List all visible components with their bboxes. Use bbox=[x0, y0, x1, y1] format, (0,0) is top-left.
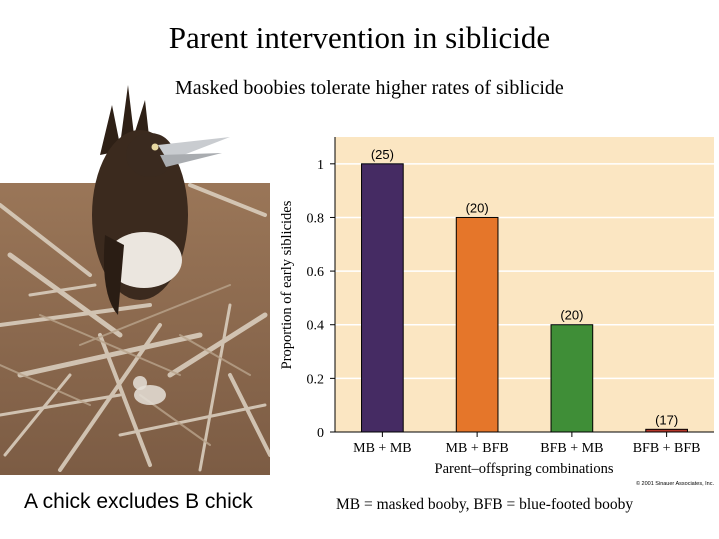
x-axis-title: Parent–offspring combinations bbox=[435, 461, 614, 477]
y-tick-label: 0.8 bbox=[307, 211, 325, 226]
x-tick-label: BFB + MB bbox=[540, 441, 603, 456]
bar-count-label: (20) bbox=[560, 308, 583, 323]
bar-count-label: (20) bbox=[466, 200, 489, 215]
abbreviation-legend: MB = masked booby, BFB = blue-footed boo… bbox=[336, 496, 634, 513]
x-tick-label: BFB + BFB bbox=[633, 441, 701, 456]
x-tick-label: MB + MB bbox=[353, 441, 411, 456]
x-tick-label: MB + BFB bbox=[446, 441, 509, 456]
x-axis-category-labels: MB + MB MB + BFB BFB + MB BFB + BFB bbox=[353, 432, 701, 456]
y-tick-label: 0.4 bbox=[307, 319, 325, 334]
y-tick-label: 0.6 bbox=[307, 265, 325, 280]
photo-caption: A chick excludes B chick bbox=[24, 490, 253, 513]
y-tick-label: 1 bbox=[317, 158, 324, 173]
slide-subtitle: Masked boobies tolerate higher rates of … bbox=[175, 77, 564, 99]
masked-booby-nest-photo bbox=[0, 85, 270, 475]
siblicide-bar-chart: 00.20.40.60.81 (25)(20)(20)(17) MB + MB M… bbox=[279, 137, 715, 487]
bars bbox=[361, 163, 688, 433]
bar-count-label: (25) bbox=[371, 147, 394, 162]
slide-title: Parent intervention in siblicide bbox=[168, 20, 551, 55]
bar-count-labels: (25) (20) (20) (17) bbox=[371, 147, 678, 428]
bar bbox=[361, 163, 404, 433]
y-tick-label: 0 bbox=[317, 426, 324, 441]
bar bbox=[550, 324, 594, 433]
y-tick-label: 0.2 bbox=[307, 372, 325, 387]
bar-count-label: (17) bbox=[655, 412, 678, 427]
y-axis-title: Proportion of early siblicides bbox=[279, 200, 295, 369]
y-axis-ticks: 0 0.2 0.4 0.6 0.8 1 bbox=[307, 158, 335, 441]
bar bbox=[455, 216, 499, 433]
copyright-note: © 2001 Sinauer Associates, Inc. bbox=[636, 480, 715, 487]
